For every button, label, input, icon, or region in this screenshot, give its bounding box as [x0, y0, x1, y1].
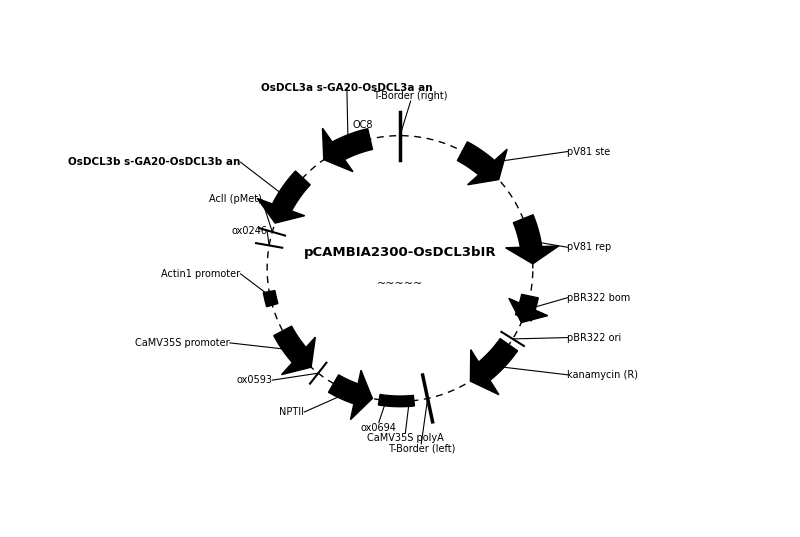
- Text: OsDCL3b s-GA20-OsDCL3b an: OsDCL3b s-GA20-OsDCL3b an: [68, 157, 241, 167]
- Text: ~~~~~: ~~~~~: [377, 279, 423, 289]
- Polygon shape: [515, 294, 538, 321]
- Polygon shape: [350, 370, 372, 419]
- Polygon shape: [274, 326, 312, 368]
- Text: ox0593: ox0593: [237, 375, 273, 385]
- Polygon shape: [258, 199, 305, 223]
- Text: pV81 rep: pV81 rep: [567, 242, 612, 252]
- Polygon shape: [470, 350, 499, 395]
- Text: ox0694: ox0694: [361, 423, 397, 433]
- Polygon shape: [329, 375, 367, 407]
- Text: NPTII: NPTII: [279, 407, 304, 417]
- Text: pV81 ste: pV81 ste: [567, 147, 610, 157]
- Polygon shape: [322, 128, 353, 172]
- Polygon shape: [263, 291, 278, 307]
- Polygon shape: [509, 299, 548, 323]
- Text: T-Border (left): T-Border (left): [387, 444, 455, 454]
- Polygon shape: [326, 129, 373, 164]
- Text: pBR322 bom: pBR322 bom: [567, 293, 630, 303]
- Polygon shape: [468, 149, 507, 185]
- Text: OsDCL3a s-GA20-OsDCL3a an: OsDCL3a s-GA20-OsDCL3a an: [261, 83, 433, 93]
- Text: AclI (pMet): AclI (pMet): [209, 194, 262, 205]
- Polygon shape: [378, 395, 414, 407]
- Polygon shape: [514, 215, 542, 256]
- Text: pBR322 ori: pBR322 ori: [567, 332, 622, 343]
- Polygon shape: [282, 337, 315, 375]
- Polygon shape: [270, 171, 310, 218]
- Text: pCAMBIA2300-OsDCL3bIR: pCAMBIA2300-OsDCL3bIR: [304, 246, 496, 259]
- Text: CaMV35S polyA: CaMV35S polyA: [367, 433, 444, 443]
- Text: kanamycin (R): kanamycin (R): [567, 370, 638, 380]
- Text: Actin1 promoter: Actin1 promoter: [162, 269, 241, 279]
- Text: OC8: OC8: [353, 120, 373, 130]
- Text: ox0246: ox0246: [231, 226, 267, 236]
- Polygon shape: [506, 246, 558, 264]
- Text: T-Border (right): T-Border (right): [374, 91, 448, 101]
- Text: CaMV35S promoter: CaMV35S promoter: [135, 338, 230, 348]
- Polygon shape: [458, 142, 500, 181]
- Polygon shape: [472, 339, 518, 384]
